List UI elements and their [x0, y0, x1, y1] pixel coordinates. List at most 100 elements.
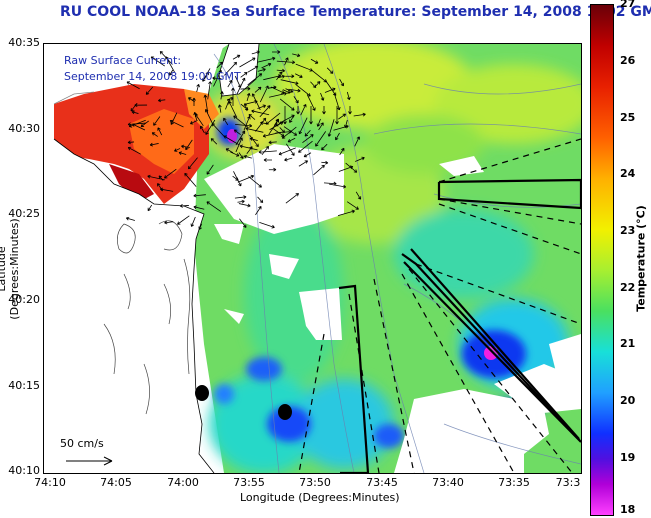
y-tick-label: 40:20 — [8, 293, 40, 306]
current-vector — [285, 193, 299, 204]
current-vector — [216, 61, 223, 69]
current-vector — [287, 137, 296, 143]
y-tick-label: 40:30 — [8, 122, 40, 135]
mooring-dot-1 — [195, 385, 209, 401]
current-vector — [261, 62, 272, 69]
mooring-dot-2 — [278, 404, 292, 420]
x-tick-label: 73:45 — [366, 476, 398, 489]
current-vector — [243, 116, 251, 131]
current-vector — [268, 140, 277, 145]
current-vector — [237, 199, 245, 204]
current-vector — [140, 120, 149, 128]
x-tick-label: 74:10 — [34, 476, 66, 489]
current-vector — [276, 68, 286, 73]
current-vector — [249, 134, 259, 148]
current-vector — [285, 74, 295, 79]
current-vector — [298, 160, 309, 167]
current-vector — [239, 218, 247, 228]
current-vector — [268, 167, 277, 172]
current-vector — [259, 222, 275, 229]
current-vector — [346, 91, 351, 101]
current-vector — [327, 119, 335, 137]
current-vector — [339, 78, 345, 87]
current-vector — [248, 176, 262, 188]
current-vector — [258, 150, 277, 154]
current-vector — [198, 223, 203, 230]
current-vector — [296, 106, 300, 115]
current-vector — [238, 152, 244, 159]
current-vector — [230, 151, 240, 157]
current-vector — [188, 97, 195, 103]
scale-arrow — [66, 456, 113, 466]
current-vector — [169, 69, 174, 76]
current-vector — [338, 165, 354, 172]
current-vector — [293, 96, 299, 104]
current-vector — [259, 105, 271, 118]
current-vector — [210, 138, 218, 145]
x-tick-label: 74:05 — [100, 476, 132, 489]
current-vector — [128, 119, 146, 128]
current-vector — [270, 86, 285, 94]
current-vector — [240, 103, 249, 111]
current-vector — [298, 140, 313, 153]
current-vector — [269, 91, 287, 98]
current-vector — [134, 103, 148, 108]
current-vector — [251, 109, 270, 116]
current-vector — [187, 157, 198, 170]
current-vector — [315, 131, 327, 147]
current-vector — [217, 104, 222, 113]
current-vector — [303, 152, 312, 158]
y-axis-label: Latitude (Degrees:Minutes) — [0, 218, 21, 320]
current-vector — [339, 147, 345, 156]
current-vector — [346, 201, 359, 210]
current-vector — [247, 73, 263, 86]
current-vector — [178, 151, 187, 155]
current-vector — [279, 98, 295, 111]
current-vector — [285, 143, 295, 156]
current-vector — [220, 91, 224, 100]
current-vector — [223, 117, 229, 126]
current-vector — [304, 129, 311, 137]
study-zones — [338, 178, 581, 473]
current-vector — [285, 88, 294, 93]
current-vector — [189, 120, 198, 125]
current-vector — [306, 94, 316, 111]
current-vector — [159, 50, 173, 65]
current-vector — [193, 205, 205, 210]
current-vector — [295, 63, 313, 72]
current-vector — [337, 209, 355, 217]
current-vector — [149, 142, 159, 147]
current-vector — [240, 86, 251, 91]
current-vector — [228, 101, 238, 118]
current-vector — [179, 204, 189, 208]
colorbar-tick: 25 — [620, 111, 636, 124]
current-vector — [131, 110, 139, 115]
current-vector — [245, 99, 258, 105]
current-vector — [207, 81, 212, 100]
colorbar-label: Temperature (°C) — [634, 205, 648, 312]
current-vector — [333, 92, 341, 111]
current-vector — [257, 56, 276, 63]
current-vector — [324, 87, 336, 93]
current-vector — [276, 71, 283, 81]
x-tick-label: 73:3 — [555, 476, 581, 489]
current-legend-label: Raw Surface Current: — [64, 54, 182, 67]
y-tick-label: 40:15 — [8, 379, 40, 392]
current-vector — [194, 113, 204, 127]
current-vector — [292, 53, 301, 58]
current-vector — [164, 168, 177, 179]
current-vector — [300, 104, 307, 116]
current-vector — [261, 145, 269, 155]
current-vector — [232, 175, 239, 181]
current-vector — [282, 89, 291, 94]
current-vector — [127, 140, 135, 145]
current-vector — [283, 106, 287, 125]
x-tick-label: 74:00 — [167, 476, 199, 489]
current-vector — [193, 193, 206, 198]
scale-label: 50 cm/s — [60, 437, 104, 450]
current-vector — [147, 204, 153, 212]
current-vector — [302, 134, 314, 144]
current-vector — [206, 164, 214, 175]
current-vector — [278, 147, 296, 156]
x-tick-label: 73:35 — [498, 476, 530, 489]
